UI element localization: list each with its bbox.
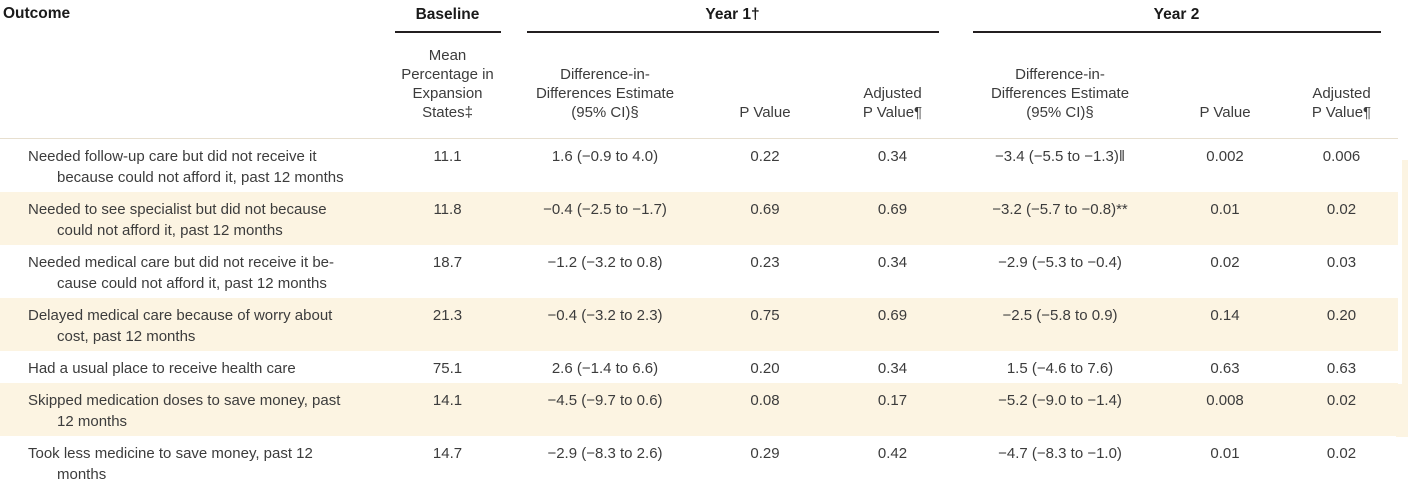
table-row: Needed medical care but did not receive …	[0, 245, 1398, 298]
year1-group-rule	[526, 31, 939, 33]
year2-pvalue: 0.01	[1210, 445, 1240, 462]
year1-did-value: −0.4 (−3.2 to 2.3)	[547, 307, 663, 324]
year1-adj-pvalue: 0.17	[877, 392, 908, 409]
baseline-value: 11.1	[433, 148, 462, 165]
year1-did-value: 1.6 (−0.9 to 4.0)	[551, 148, 659, 165]
year2-adj-pvalue-subheader: Adjusted P Value¶	[1285, 32, 1399, 139]
year1-did-value: −1.2 (−3.2 to 0.8)	[547, 254, 663, 271]
year2-did-value: −2.9 (−5.3 to −0.4)	[998, 254, 1122, 271]
year2-adj-pvalue: 0.03	[1326, 254, 1357, 271]
year1-group-label: Year 1†	[705, 6, 760, 23]
year1-pvalue: 0.22	[750, 148, 780, 165]
table-row: Took less medicine to save money, past 1…	[0, 436, 1398, 489]
year1-pvalue-subheader: P Value	[700, 32, 830, 139]
year1-pvalue: 0.23	[750, 254, 780, 271]
year1-did-subheader: Difference-in- Differences Estimate (95%…	[510, 32, 700, 139]
year2-pvalue: 0.63	[1210, 360, 1240, 377]
year1-pvalue: 0.29	[750, 445, 780, 462]
baseline-group-header: Baseline	[385, 0, 510, 33]
year2-pvalue: 0.008	[1206, 392, 1244, 409]
year2-did-value: −5.2 (−9.0 to −1.4)	[998, 392, 1122, 409]
right-edge-shading	[1402, 160, 1408, 437]
year1-adj-pvalue: 0.69	[877, 201, 908, 218]
year2-did-value: −4.7 (−8.3 to −1.0)	[998, 445, 1122, 462]
outcome-cell: Needed follow-up care but did not receiv…	[28, 148, 344, 186]
year1-pvalue: 0.08	[750, 392, 780, 409]
year2-did-subheader: Difference-in- Differences Estimate (95%…	[955, 32, 1166, 139]
right-edge-shading-row6	[1396, 384, 1408, 437]
baseline-value: 21.3	[432, 307, 463, 324]
year2-adj-pvalue: 0.02	[1326, 392, 1357, 409]
outcome-cell: Skipped medication doses to save money, …	[28, 392, 341, 430]
year2-group-rule	[972, 31, 1381, 33]
year1-did-value: −4.5 (−9.7 to 0.6)	[547, 392, 663, 409]
group-header-row: Outcome Baseline Year 1† Year 2	[0, 0, 1398, 139]
year2-did-value: −3.4 (−5.5 to −1.3)‖	[994, 148, 1126, 165]
year2-adj-pvalue: 0.63	[1326, 360, 1357, 377]
baseline-value: 14.1	[432, 392, 463, 409]
year2-pvalue: 0.01	[1210, 201, 1240, 218]
outcome-cell: Needed medical care but did not receive …	[28, 254, 335, 292]
table-row: Had a usual place to receive health care…	[0, 351, 1398, 383]
year2-adj-pvalue: 0.02	[1326, 445, 1357, 462]
table-row: Needed follow-up care but did not receiv…	[0, 139, 1398, 193]
year2-adj-pvalue: 0.20	[1326, 307, 1357, 324]
year2-group-header: Year 2	[955, 0, 1398, 33]
year2-pvalue: 0.02	[1210, 254, 1240, 271]
year2-adj-pvalue: 0.006	[1322, 148, 1361, 165]
year1-adj-pvalue: 0.34	[877, 254, 908, 271]
baseline-group-rule	[394, 31, 501, 33]
outcome-header: Outcome	[0, 0, 385, 139]
table-row: Skipped medication doses to save money, …	[0, 383, 1399, 436]
year1-pvalue: 0.20	[750, 360, 780, 377]
year1-pvalue: 0.75	[750, 307, 780, 324]
year1-pvalue: 0.69	[750, 201, 780, 218]
outcome-cell: Needed to see specialist but did not bec…	[28, 201, 327, 239]
year2-pvalue-subheader: P Value	[1165, 32, 1286, 139]
baseline-value: 14.7	[432, 445, 463, 462]
outcome-cell: Delayed medical care because of worry ab…	[28, 307, 333, 345]
year2-did-value: −2.5 (−5.8 to 0.9)	[1002, 307, 1118, 324]
year1-adj-pvalue-subheader: Adjusted P Value¶	[830, 32, 956, 139]
sub-header-row: Mean Percentage in Expansion States‡ Dif…	[0, 32, 1399, 139]
year1-did-value: −0.4 (−2.5 to −1.7)	[543, 201, 667, 218]
year1-did-value: 2.6 (−1.4 to 6.6)	[551, 360, 659, 377]
year1-group-header: Year 1†	[510, 0, 955, 33]
baseline-group-label: Baseline	[415, 6, 480, 23]
baseline-value: 11.8	[433, 201, 462, 218]
year2-adj-pvalue: 0.02	[1326, 201, 1357, 218]
table-row: Delayed medical care because of worry ab…	[0, 298, 1399, 351]
year1-adj-pvalue: 0.42	[877, 445, 908, 462]
year1-adj-pvalue: 0.34	[877, 360, 908, 377]
outcome-cell: Took less medicine to save money, past 1…	[28, 445, 313, 483]
year2-group-label: Year 2	[1153, 6, 1200, 23]
baseline-value: 75.1	[432, 360, 463, 377]
year2-pvalue: 0.002	[1206, 148, 1244, 165]
year1-adj-pvalue: 0.69	[877, 307, 908, 324]
year2-did-value: −3.2 (−5.7 to −0.8)**	[992, 201, 1128, 218]
year2-did-value: 1.5 (−4.6 to 7.6)	[1006, 360, 1114, 377]
baseline-value: 18.7	[432, 254, 463, 271]
year1-did-value: −2.9 (−8.3 to 2.6)	[547, 445, 663, 462]
table-row: Needed to see specialist but did not bec…	[0, 192, 1399, 245]
year2-pvalue: 0.14	[1210, 307, 1240, 324]
year1-adj-pvalue: 0.34	[877, 148, 908, 165]
outcome-cell: Had a usual place to receive health care	[28, 360, 296, 377]
baseline-subheader: Mean Percentage in Expansion States‡	[385, 32, 510, 139]
